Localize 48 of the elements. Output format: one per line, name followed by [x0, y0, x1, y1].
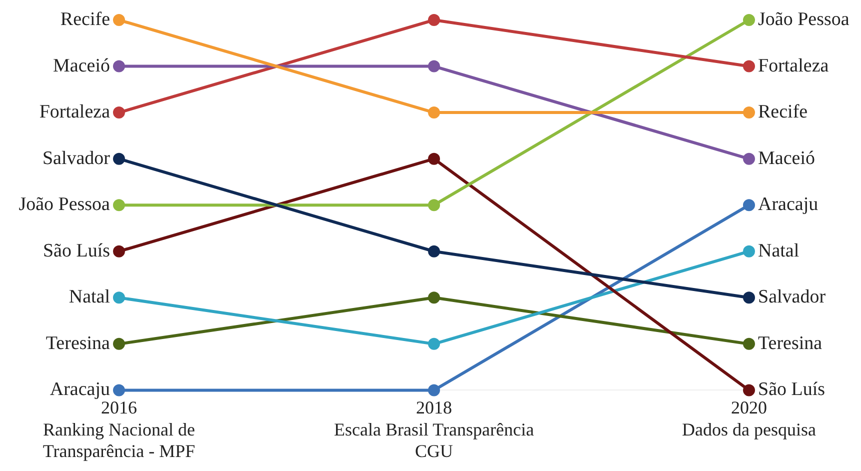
- text: João Pessoa: [18, 194, 110, 216]
- text: Fortaleza: [39, 102, 110, 123]
- series-label: João Pessoa: [758, 8, 850, 30]
- point: [428, 152, 440, 165]
- point: [743, 338, 755, 350]
- series-label: São Luís: [758, 379, 826, 400]
- text: Natal: [68, 286, 110, 308]
- point: [113, 292, 125, 304]
- point: [428, 292, 440, 304]
- series-label: Teresina: [758, 332, 823, 354]
- x-tick-label: 2018 Escala Brasil Transparência CGU: [334, 398, 534, 461]
- point: [428, 60, 440, 72]
- point: [113, 106, 125, 119]
- point: [743, 60, 755, 72]
- point: [428, 106, 440, 119]
- point: [113, 60, 125, 72]
- point: [428, 245, 440, 258]
- text: São Luís: [42, 240, 110, 262]
- series-label: Aracaju: [758, 194, 819, 216]
- text: Salvador: [42, 148, 110, 169]
- x-tick-label: 2020 Dados da pesquisa: [682, 398, 816, 440]
- point: [743, 292, 755, 304]
- series-label: Fortaleza: [758, 55, 830, 76]
- point: [428, 338, 440, 350]
- point: [743, 245, 755, 258]
- series-label: Salvador: [758, 286, 826, 308]
- point: [743, 14, 755, 26]
- point: [428, 199, 440, 212]
- point: [428, 14, 440, 26]
- text: Recife: [60, 8, 110, 30]
- point: [113, 384, 125, 396]
- point: [113, 14, 125, 26]
- text: Maceió: [53, 55, 110, 76]
- point: [743, 199, 755, 212]
- text: Teresina: [46, 332, 110, 354]
- point: [113, 245, 125, 258]
- series-label: Natal: [758, 240, 800, 262]
- point: [743, 384, 755, 396]
- point: [113, 152, 125, 165]
- series-label: Recife: [758, 102, 808, 123]
- series-label: Maceió: [758, 148, 815, 169]
- point: [428, 384, 440, 396]
- point: [113, 338, 125, 350]
- text: Aracaju: [50, 379, 110, 400]
- x-tick-label: 2016 Ranking Nacional de Transparência - MPF: [42, 398, 196, 461]
- point: [743, 106, 755, 119]
- point: [743, 152, 755, 165]
- point: [113, 199, 125, 212]
